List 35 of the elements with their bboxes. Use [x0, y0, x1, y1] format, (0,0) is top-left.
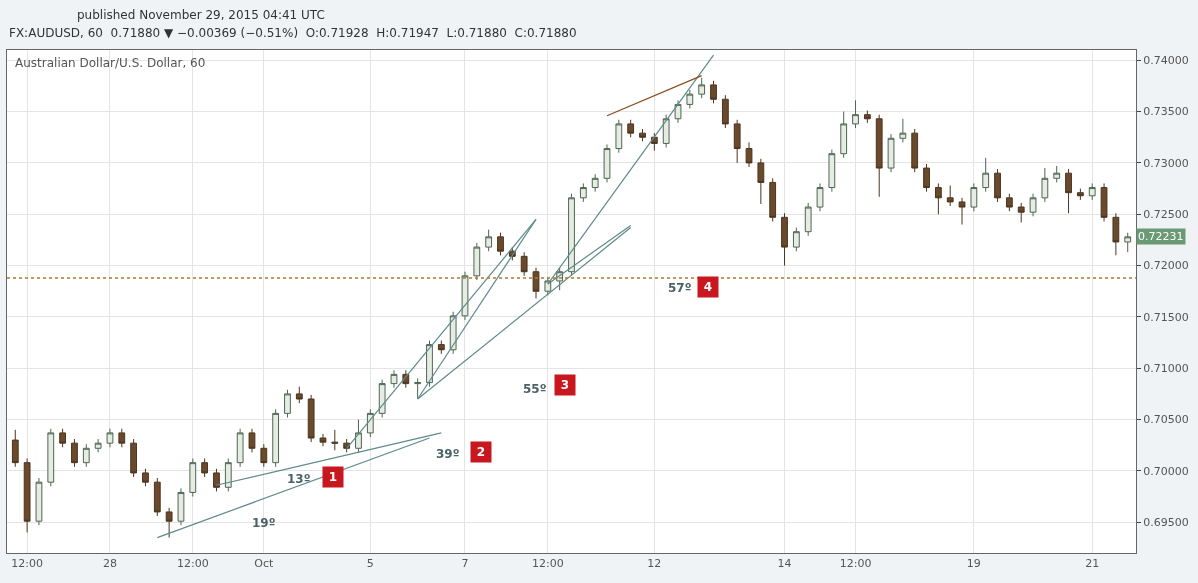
x-tick-label: 19 [966, 557, 981, 571]
annotation: 39º [436, 447, 460, 461]
x-tick-label: 12 [647, 557, 662, 571]
y-tick-label: 0.69500 [1143, 516, 1189, 530]
x-tick-label: 12:00 [839, 557, 872, 571]
y-tick-label: 0.71500 [1143, 310, 1189, 324]
x-tick-label: 28 [102, 557, 117, 571]
annotation: 55º [523, 382, 547, 396]
annotation: 3 [560, 378, 570, 392]
y-tick-label: 0.71000 [1143, 362, 1189, 376]
x-tick-label: 21 [1085, 557, 1100, 571]
y-tick-label: 0.70000 [1143, 464, 1189, 478]
x-tick-label: 12:00 [11, 557, 43, 571]
y-tick-label: 0.73000 [1143, 156, 1189, 170]
text: Australian Dollar/U.S. Dollar, 60 [15, 56, 206, 70]
annotation: 13º [287, 472, 311, 486]
x-tick-label: 14 [777, 557, 792, 571]
annotation: 4 [703, 280, 713, 294]
y-tick-label: 0.73500 [1143, 105, 1189, 119]
y-tick-label: 0.72000 [1143, 259, 1189, 273]
x-tick-label: 12:00 [531, 557, 564, 571]
x-tick-label: 7 [461, 557, 469, 571]
text: 0.72231 [1138, 230, 1184, 243]
annotation: 2 [476, 445, 486, 459]
chart-title: FX:AUDUSD, 60 0.71880 ▼ −0.00369 (−0.51%) O:0.71928 H:0.71947 L:0.71880 C:0.71880 [9, 26, 577, 40]
text: published November 29, 2015 04:41 UTC [77, 8, 325, 22]
annotation: 57º [668, 281, 692, 295]
y-tick-label: 0.70500 [1143, 413, 1189, 427]
x-tick-label: 12:00 [176, 557, 209, 571]
x-tick-label: Oct [254, 557, 274, 571]
annotation: 1 [328, 470, 338, 484]
y-tick-label: 0.74000 [1143, 54, 1189, 68]
x-tick-label: 5 [366, 557, 374, 571]
annotation: 19º [252, 516, 276, 530]
y-tick-label: 0.72500 [1143, 208, 1189, 222]
